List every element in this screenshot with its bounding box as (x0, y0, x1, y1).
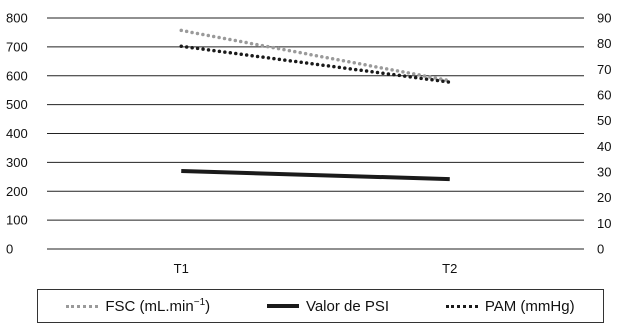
right-tick-label: 90 (597, 11, 611, 26)
x-tick-label: T2 (442, 261, 457, 276)
right-tick-label: 70 (597, 62, 611, 77)
legend-swatch-pam (445, 304, 478, 308)
right-tick-label: 10 (597, 216, 611, 231)
legend: FSC (mL.min−1) Valor de PSI PAM (mmHg) (37, 289, 604, 323)
right-tick-label: 80 (597, 36, 611, 51)
right-tick-label: 30 (597, 165, 611, 180)
right-tick-label: 60 (597, 88, 611, 103)
right-tick-label: 40 (597, 139, 611, 154)
left-tick-label: 800 (6, 11, 28, 26)
chart: 0 100 200 300 400 500 600 700 800 0 10 20 30 40 50 60 7… (6, 11, 611, 277)
left-tick-label: 500 (6, 97, 28, 112)
left-tick-label: 600 (6, 68, 28, 83)
right-tick-label: 20 (597, 190, 611, 205)
legend-item-psi: Valor de PSI (266, 297, 390, 315)
left-tick-label: 300 (6, 155, 28, 170)
legend-item-pam: PAM (mmHg) (445, 297, 575, 315)
legend-label-psi: Valor de PSI (305, 297, 390, 315)
legend-label-fsc: FSC (mL.min−1) (105, 297, 211, 315)
series-line-0 (179, 28, 452, 83)
right-tick-label: 50 (597, 113, 611, 128)
legend-label-pam: PAM (mmHg) (484, 297, 575, 315)
right-tick-label: 0 (597, 242, 604, 257)
left-tick-label: 700 (6, 39, 28, 54)
left-tick-label: 100 (6, 213, 28, 228)
left-tick-label: 0 (6, 242, 13, 257)
series-line-2 (179, 44, 452, 84)
legend-swatch-fsc (66, 304, 99, 308)
left-tick-label: 400 (6, 126, 28, 141)
left-axis-ticks: 0 100 200 300 400 500 600 700 800 (6, 11, 28, 257)
legend-swatch-psi (266, 304, 299, 308)
legend-item-fsc: FSC (mL.min−1) (66, 297, 210, 315)
x-axis-ticks: T1 T2 (174, 261, 458, 276)
x-tick-label: T1 (174, 261, 189, 276)
right-axis-ticks: 0 10 20 30 40 50 60 70 80 90 (597, 11, 611, 257)
series-line-1 (181, 169, 450, 182)
gridlines (47, 17, 584, 250)
series-lines (179, 28, 452, 182)
left-tick-label: 200 (6, 184, 28, 199)
